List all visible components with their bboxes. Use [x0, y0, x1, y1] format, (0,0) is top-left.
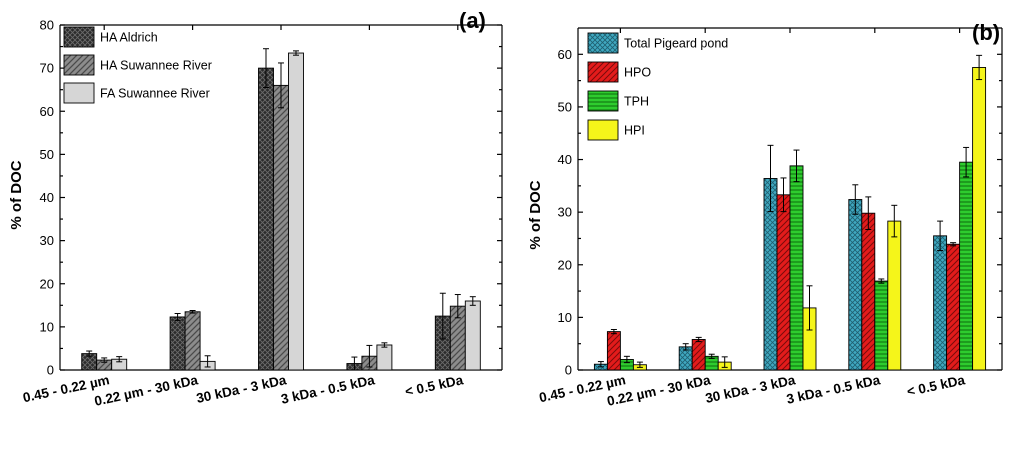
legend-swatch-hpo [587, 61, 619, 83]
bar-total-pigeard-pond-0-5-kda [933, 235, 948, 371]
panel-a-ylabel: % of DOC [8, 160, 25, 229]
panel-b-label: (b) [972, 20, 1000, 45]
y-tick-label: 0 [565, 363, 572, 378]
legend-label-total-pigeard-pond: Total Pigeard pond [624, 37, 728, 51]
y-tick-label: 80 [40, 18, 54, 33]
legend-swatch-ha-suwannee-river [63, 54, 95, 76]
bar-ha-suwannee-river-30-kda-3-kda [273, 84, 289, 371]
y-tick-label: 70 [40, 61, 54, 76]
bar-ha-aldrich-30-kda-3-kda [258, 67, 274, 371]
legend-swatch-fa-suwannee-river [63, 82, 95, 104]
bar-fa-suwannee-river-0-5-kda [464, 300, 481, 371]
bar-hpi-3-kda-0-5-kda [887, 220, 902, 371]
x-tick-label-30-kda-3-kda: 30 kDa - 3 kDa [195, 372, 288, 406]
legend-swatch-ha-aldrich [63, 26, 95, 48]
y-tick-label: 30 [40, 233, 54, 248]
y-tick-label: 20 [40, 276, 54, 291]
bar-total-pigeard-pond-3-kda-0-5-kda [848, 199, 863, 371]
legend-label-fa-suwannee-river: FA Suwannee River [100, 87, 210, 101]
bar-tph-3-kda-0-5-kda [874, 280, 889, 371]
bar-hpo-0-5-kda [946, 243, 961, 371]
panel-a-bars [81, 48, 481, 371]
y-tick-label: 50 [558, 99, 572, 114]
bar-hpo-0-45-0-22-m [606, 331, 621, 371]
panel-b-bars [593, 54, 987, 371]
x-tick-label-0-5-kda: < 0.5 kDa [905, 372, 966, 399]
bar-hpi-0-5-kda [972, 67, 987, 371]
bar-fa-suwannee-river-3-kda-0-5-kda [376, 344, 393, 371]
legend-label-tph: TPH [624, 95, 649, 109]
bar-fa-suwannee-river-30-kda-3-kda [288, 52, 304, 371]
legend-swatch-total-pigeard-pond [587, 32, 619, 54]
x-tick-label-3-kda-0-5-kda: 3 kDa - 0.5 kDa [280, 372, 377, 407]
panel-b-ylabel: % of DOC [527, 180, 544, 249]
bar-tph-0-5-kda [959, 161, 974, 371]
bar-ha-suwannee-river-0-22-m-30-kda [184, 311, 201, 371]
legend-label-ha-aldrich: HA Aldrich [100, 31, 158, 45]
panel-a-legend: HA Aldrich HA Suwannee River FA Suwannee R… [63, 26, 212, 104]
panel-a-label: (a) [459, 8, 486, 33]
y-tick-label: 40 [558, 152, 572, 167]
y-tick-label: 10 [558, 310, 572, 325]
y-tick-label: 0 [47, 363, 54, 378]
y-tick-label: 40 [40, 190, 54, 205]
bar-tph-30-kda-3-kda [789, 165, 804, 371]
y-tick-label: 60 [40, 104, 54, 119]
y-tick-label: 10 [40, 319, 54, 334]
legend-swatch-hpi [587, 119, 619, 141]
y-tick-label: 60 [558, 47, 572, 62]
y-tick-label: 50 [40, 147, 54, 162]
y-tick-label: 20 [558, 257, 572, 272]
bar-hpo-30-kda-3-kda [776, 194, 791, 371]
panel-b-legend: Total Pigeard pond HPO TPH HPI [587, 32, 728, 141]
x-tick-label-3-kda-0-5-kda: 3 kDa - 0.5 kDa [785, 372, 882, 407]
legend-swatch-tph [587, 90, 619, 112]
bar-hpo-0-22-m-30-kda [691, 339, 706, 371]
x-tick-label-30-kda-3-kda: 30 kDa - 3 kDa [704, 372, 797, 406]
x-tick-label-0-22-m-30-kda: 0.22 µm - 30 kDa [93, 372, 200, 409]
legend-label-hpo: HPO [624, 66, 651, 80]
x-tick-label-0-5-kda: < 0.5 kDa [404, 372, 465, 399]
legend-label-ha-suwannee-river: HA Suwannee River [100, 59, 212, 73]
bar-hpo-3-kda-0-5-kda [861, 212, 876, 371]
y-tick-label: 30 [558, 205, 572, 220]
bar-ha-aldrich-0-22-m-30-kda [169, 316, 186, 371]
legend-label-hpi: HPI [624, 124, 645, 138]
